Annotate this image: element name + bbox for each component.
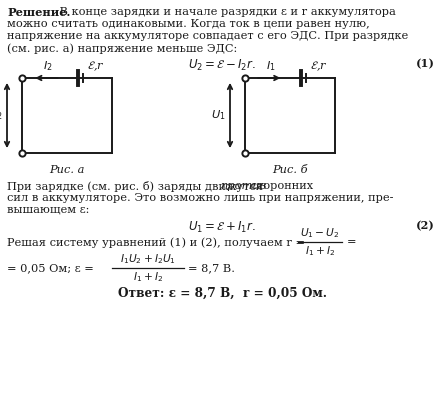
Text: = 0,05 Ом; ε =: = 0,05 Ом; ε = [7,263,94,273]
Text: $U_2$: $U_2$ [0,109,3,123]
Text: В конце зарядки и начале разрядки ε и r аккумулятора: В конце зарядки и начале разрядки ε и r … [56,7,396,17]
Text: $U_1$: $U_1$ [211,109,226,123]
Text: $U_2 = \mathcal{E} - I_2r.$: $U_2 = \mathcal{E} - I_2r.$ [188,58,256,73]
Text: можно считать одинаковыми. Когда ток в цепи равен нулю,: можно считать одинаковыми. Когда ток в ц… [7,19,370,29]
Text: Рис. б: Рис. б [272,165,308,175]
Text: против: против [220,181,266,191]
Text: $I_1 + I_2$: $I_1 + I_2$ [133,270,163,284]
Text: Решение.: Решение. [7,7,70,18]
Text: Решая систему уравнений (1) и (2), получаем r =: Решая систему уравнений (1) и (2), получ… [7,237,305,247]
Text: $U_1 = \mathcal{E} + I_1r.$: $U_1 = \mathcal{E} + I_1r.$ [188,220,256,235]
Text: $I_1U_2 + I_2U_1$: $I_1U_2 + I_2U_1$ [120,252,176,266]
Text: При зарядке (см. рис. б) заряды движутся: При зарядке (см. рис. б) заряды движутся [7,181,267,192]
Text: Рис. а: Рис. а [49,165,85,175]
Text: (2): (2) [416,220,435,231]
Text: $\mathcal{E}$,r: $\mathcal{E}$,r [310,59,328,73]
Text: (см. рис. а) напряжение меньше ЭДС:: (см. рис. а) напряжение меньше ЭДС: [7,43,237,54]
Text: (1): (1) [416,58,435,69]
Text: =: = [347,237,356,247]
Text: сил в аккумуляторе. Это возможно лишь при напряжении, пре-: сил в аккумуляторе. Это возможно лишь пр… [7,193,393,203]
Text: = 8,7 В.: = 8,7 В. [188,263,235,273]
Text: $I_2$: $I_2$ [44,59,53,73]
Text: $\mathcal{E}$,r: $\mathcal{E}$,r [87,59,105,73]
Text: напряжение на аккумуляторе совпадает с его ЭДС. При разрядке: напряжение на аккумуляторе совпадает с е… [7,31,408,41]
Text: вышающем ε:: вышающем ε: [7,205,89,215]
Text: $U_1 - U_2$: $U_1 - U_2$ [300,226,340,240]
Text: $I_1$: $I_1$ [267,59,276,73]
Text: сторонних: сторонних [247,181,313,191]
Text: Ответ: ε = 8,7 В,  r = 0,05 Ом.: Ответ: ε = 8,7 В, r = 0,05 Ом. [117,287,327,300]
Text: $I_1 + I_2$: $I_1 + I_2$ [305,244,335,258]
